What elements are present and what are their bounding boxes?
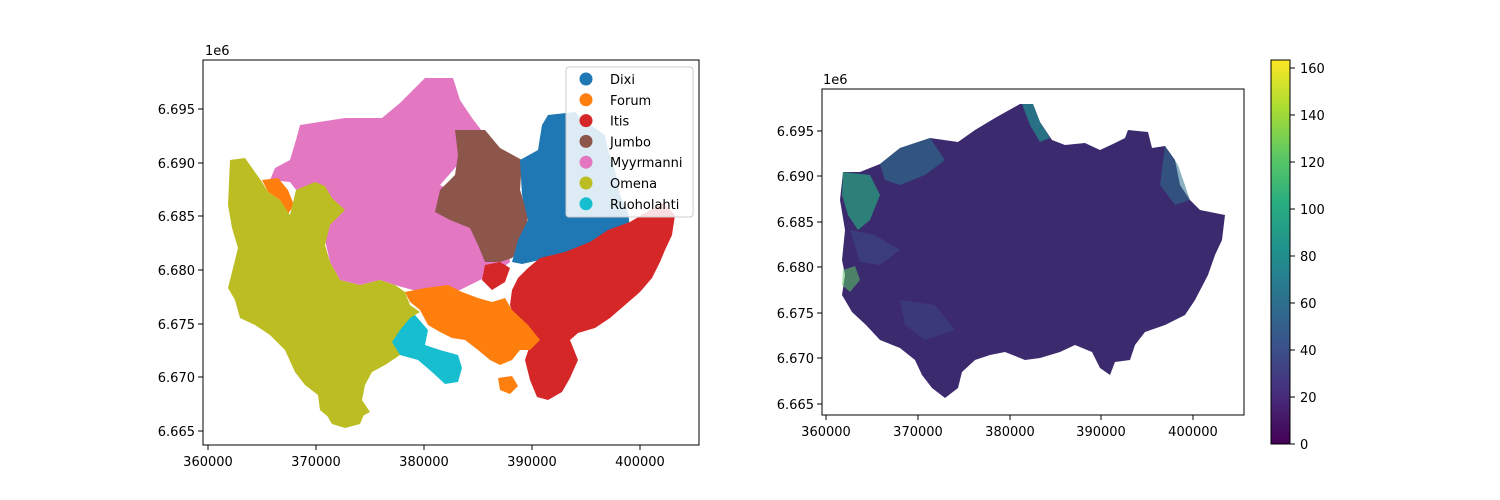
colorbar-tick-label: 140 <box>1300 109 1325 124</box>
legend-label: Dixi <box>610 73 635 88</box>
region-jumbo <box>435 130 528 262</box>
legend-label: Jumbo <box>609 135 651 150</box>
right-x-tick-label: 380000 <box>985 425 1035 440</box>
left-x-tick-label: 360000 <box>183 455 233 470</box>
colorbar-tick-label: 80 <box>1300 250 1317 265</box>
right-y-tick-label: 6.695 <box>777 125 814 140</box>
colorbar-ticks: 0 20 40 60 80 100 120 140 160 <box>1290 62 1325 453</box>
legend-label: Itis <box>610 115 630 130</box>
left-y-tick-label: 6.690 <box>158 157 195 172</box>
right-x-tick-label: 400000 <box>1168 425 1218 440</box>
left-y-tick-label: 6.695 <box>158 103 195 118</box>
right-x-tick-label: 370000 <box>893 425 943 440</box>
left-x-tick-label: 380000 <box>399 455 449 470</box>
colorbar-tick-label: 120 <box>1300 156 1325 171</box>
left-y-tick-label: 6.665 <box>158 425 195 440</box>
left-map-panel: 360000 370000 380000 390000 400000 6.665… <box>158 44 700 470</box>
legend-marker <box>579 114 593 128</box>
right-y-tick-label: 6.690 <box>777 170 814 185</box>
left-x-tick-label: 400000 <box>615 455 665 470</box>
right-axes-frame <box>821 88 1245 416</box>
legend-label: Omena <box>610 177 657 192</box>
region-myyrmanni <box>270 78 510 292</box>
legend-box <box>565 66 694 218</box>
region-forum <box>262 178 540 394</box>
right-y-tick-label: 6.685 <box>777 216 814 231</box>
legend: Dixi Forum Itis Jumbo Myyrmanni Omena Ruoholah… <box>565 66 694 218</box>
colorbar-tick-label: 100 <box>1300 203 1325 218</box>
colorbar: 0 20 40 60 80 100 120 140 160 <box>1270 59 1325 453</box>
left-x-ticks: 360000 370000 380000 390000 400000 <box>183 445 665 470</box>
right-x-tick-label: 390000 <box>1076 425 1126 440</box>
left-y-tick-label: 6.670 <box>158 371 195 386</box>
colorbar-tick-label: 160 <box>1300 62 1325 77</box>
right-y-tick-label: 6.670 <box>777 352 814 367</box>
legend-marker <box>579 134 593 148</box>
left-y-tick-label: 6.680 <box>158 264 195 279</box>
colorbar-tick-label: 40 <box>1300 344 1317 359</box>
colorbar-tick-label: 0 <box>1300 438 1308 453</box>
heatmap-region <box>840 104 1225 398</box>
left-y-offset-label: 1e6 <box>205 44 230 59</box>
legend-marker <box>579 176 593 190</box>
colorbar-tick-label: 20 <box>1300 391 1317 406</box>
left-x-tick-label: 370000 <box>291 455 341 470</box>
right-y-tick-label: 6.680 <box>777 261 814 276</box>
colorbar-frame <box>1270 59 1291 445</box>
right-x-ticks: 360000 370000 380000 390000 400000 <box>801 415 1218 440</box>
left-y-ticks: 6.665 6.670 6.675 6.680 6.685 6.690 6.69… <box>158 44 230 440</box>
right-map-panel: 360000 370000 380000 390000 400000 6.665… <box>777 73 1245 440</box>
right-y-tick-label: 6.675 <box>777 307 814 322</box>
right-x-tick-label: 360000 <box>801 425 851 440</box>
legend-label: Ruoholahti <box>610 198 679 213</box>
legend-marker <box>579 155 593 169</box>
legend-label: Myyrmanni <box>610 156 682 171</box>
colorbar-gradient <box>1271 60 1290 444</box>
right-y-tick-label: 6.665 <box>777 398 814 413</box>
left-x-tick-label: 390000 <box>507 455 557 470</box>
region-itis <box>482 203 675 400</box>
right-y-ticks: 6.665 6.670 6.675 6.680 6.685 6.690 6.69… <box>777 73 848 413</box>
left-y-tick-label: 6.685 <box>158 210 195 225</box>
right-y-offset-label: 1e6 <box>823 73 848 88</box>
legend-marker <box>579 197 593 211</box>
legend-marker <box>579 72 593 86</box>
region-omena <box>228 158 420 428</box>
legend-label: Forum <box>610 94 651 109</box>
legend-marker <box>579 93 593 107</box>
left-axes-frame <box>202 59 700 446</box>
left-y-tick-label: 6.675 <box>158 318 195 333</box>
colorbar-tick-label: 60 <box>1300 297 1317 312</box>
